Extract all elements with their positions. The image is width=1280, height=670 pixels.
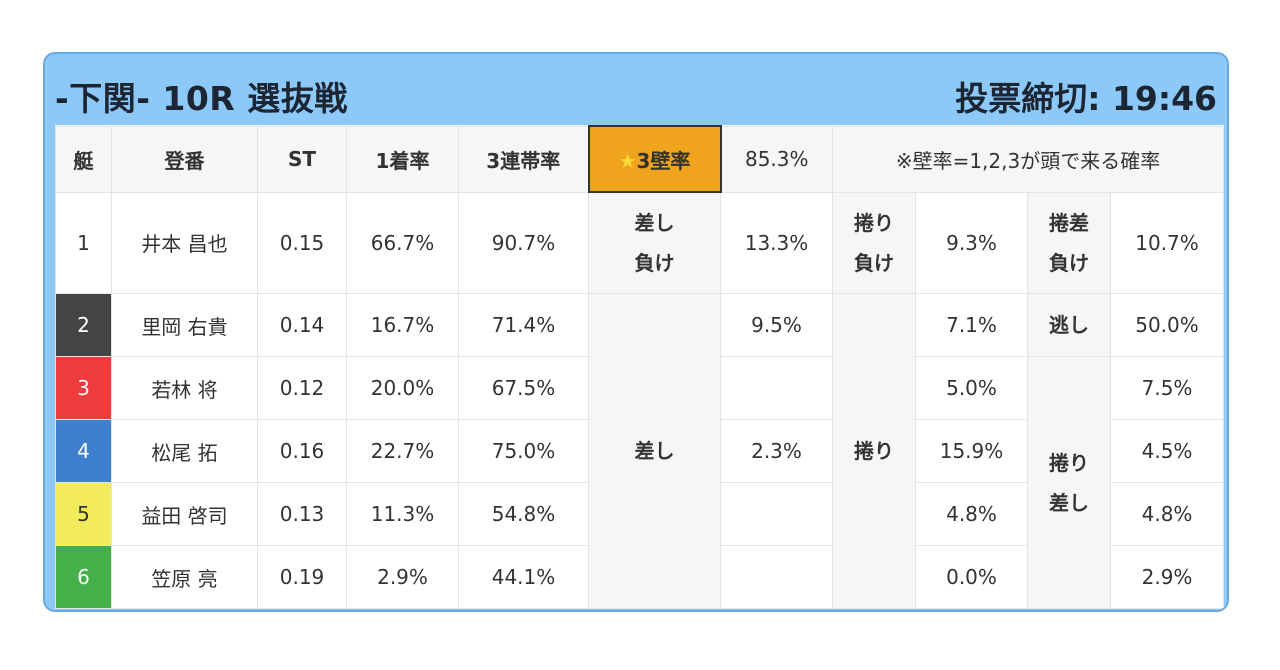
makuri-value: 4.8%	[915, 482, 1028, 546]
sashi-make-value: 13.3%	[720, 191, 833, 294]
wall-rate-note: ※壁率=1,2,3が頭で来る確率	[831, 125, 1225, 193]
racer-trio-rate: 44.1%	[458, 545, 589, 609]
race-header: -下関- 10R 選抜戦 投票締切: 19:46	[45, 54, 1227, 126]
label-line: 負け	[854, 250, 894, 275]
makuri-value: 15.9%	[915, 419, 1028, 483]
boat-number-6: 6	[55, 545, 112, 609]
racer-first-rate: 22.7%	[346, 419, 459, 483]
racer-first-rate: 2.9%	[346, 545, 459, 609]
makusa-make-value: 10.7%	[1109, 191, 1225, 294]
racer-st: 0.19	[257, 545, 347, 609]
makuri-sashi-value: 4.8%	[1109, 482, 1225, 546]
label-line: 負け	[1049, 250, 1089, 275]
label-line: 差し	[1049, 490, 1089, 515]
sashi-value: 2.3%	[720, 419, 833, 483]
race-title: -下関- 10R 選抜戦	[55, 79, 348, 118]
racer-trio-rate: 54.8%	[458, 482, 589, 546]
col-header-trio-rate: 3連帯率	[458, 125, 589, 193]
label-line: 捲り	[1049, 450, 1089, 475]
label-sashi: 差し	[588, 293, 721, 609]
col-header-st: ST	[257, 125, 347, 193]
label-makuri: 捲り	[832, 293, 916, 609]
racer-st: 0.16	[257, 419, 347, 483]
sashi-value: 9.5%	[720, 293, 833, 357]
boat-number-5: 5	[55, 482, 112, 546]
makuri-make-value: 9.3%	[915, 191, 1028, 294]
racer-first-rate: 66.7%	[346, 191, 459, 294]
racer-first-rate: 16.7%	[346, 293, 459, 357]
label-makuri-make: 捲り 負け	[832, 191, 916, 294]
sashi-value	[720, 356, 833, 420]
race-card: -下関- 10R 選抜戦 投票締切: 19:46 艇 登番 ST 1着率 3連帯…	[43, 52, 1229, 612]
star-icon: ★	[618, 148, 637, 173]
makuri-value: 0.0%	[915, 545, 1028, 609]
sashi-value	[720, 482, 833, 546]
col-header-reg: 登番	[111, 125, 258, 193]
boat-number-1: 1	[55, 191, 112, 294]
label-line: 捲差	[1049, 210, 1089, 235]
label-makuri-sashi: 捲り 差し	[1027, 356, 1111, 609]
label-makusa-make: 捲差 負け	[1027, 191, 1111, 294]
label-line: 捲り	[854, 210, 894, 235]
sashi-value	[720, 545, 833, 609]
racer-trio-rate: 75.0%	[458, 419, 589, 483]
makuri-value: 7.1%	[915, 293, 1028, 357]
boat-number-2: 2	[55, 293, 112, 357]
table-row: 2 里岡 右貴 0.14 16.7% 71.4% 差し 9.5% 捲り 7.1%…	[55, 293, 1225, 609]
boat-number-3: 3	[55, 356, 112, 420]
racer-first-rate: 20.0%	[346, 356, 459, 420]
racer-st: 0.15	[257, 191, 347, 294]
table-row: 5 益田 啓司 0.13 11.3% 54.8% 4.8% 4.8%	[55, 482, 1225, 546]
table-row: 6 笠原 亮 0.19 2.9% 44.1% 0.0% 2.9%	[55, 545, 1225, 609]
col-header-first-rate: 1着率	[346, 125, 459, 193]
boat-number-4: 4	[55, 419, 112, 483]
table-row: 3 若林 将 0.12 20.0% 67.5% 5.0% 捲り差し 7.5%	[55, 356, 1225, 609]
label-nige: 逃し	[1027, 293, 1111, 357]
racer-name: 井本 昌也	[111, 191, 258, 294]
col-header-wall-rate: ★3壁率	[587, 125, 722, 193]
race-prediction-table: 艇 登番 ST 1着率 3連帯率 ★3壁率 85.3% ※壁率=1,2,3が頭で…	[55, 125, 1225, 609]
racer-first-rate: 11.3%	[346, 482, 459, 546]
wall-rate-label: 3壁率	[636, 148, 691, 173]
label-sashi-make: 差し 負け	[588, 191, 721, 294]
label-line: 差し	[634, 211, 675, 235]
racer-name: 笠原 亮	[111, 545, 258, 609]
table-header-row: 艇 登番 ST 1着率 3連帯率 ★3壁率 85.3% ※壁率=1,2,3が頭で…	[55, 125, 1225, 193]
label-line: 負け	[634, 251, 675, 275]
racer-name: 松尾 拓	[111, 419, 258, 483]
racer-name: 若林 将	[111, 356, 258, 420]
wall-rate-value: 85.3%	[720, 125, 833, 193]
table-row: 1 井本 昌也 0.15 66.7% 90.7% 差し負け 13.3% 捲り負け…	[55, 191, 1225, 294]
col-header-boat: 艇	[55, 125, 112, 193]
racer-st: 0.12	[257, 356, 347, 420]
racer-trio-rate: 67.5%	[458, 356, 589, 420]
racer-name: 益田 啓司	[111, 482, 258, 546]
racer-trio-rate: 71.4%	[458, 293, 589, 357]
racer-st: 0.14	[257, 293, 347, 357]
racer-st: 0.13	[257, 482, 347, 546]
makuri-sashi-value: 2.9%	[1109, 545, 1225, 609]
makuri-sashi-value: 4.5%	[1109, 419, 1225, 483]
makuri-sashi-value: 7.5%	[1109, 356, 1225, 420]
vote-deadline: 投票締切: 19:46	[955, 79, 1217, 118]
racer-name: 里岡 右貴	[111, 293, 258, 357]
makuri-value: 5.0%	[915, 356, 1028, 420]
racer-trio-rate: 90.7%	[458, 191, 589, 294]
nige-value: 50.0%	[1109, 293, 1225, 357]
